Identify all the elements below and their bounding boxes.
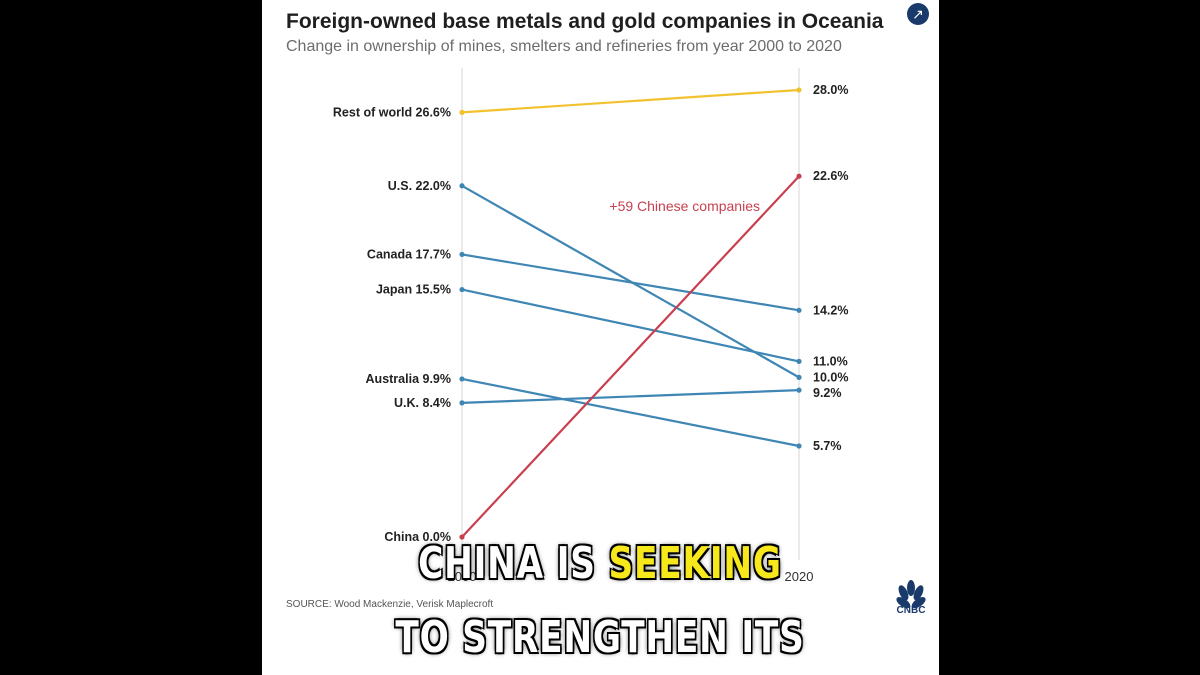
series-line (461, 175, 800, 538)
series-point (796, 173, 802, 179)
series-line (461, 88, 800, 114)
series-point (796, 358, 802, 364)
series-point (459, 286, 465, 293)
caption-text: CHINA IS (418, 538, 596, 589)
series-left-label: Canada 17.7% (367, 247, 451, 261)
series-right-label: 11.0% (813, 354, 848, 368)
series-left-label: China 0.0% (384, 530, 451, 544)
series-line (461, 389, 800, 404)
series-right-label: 28.0% (813, 83, 848, 97)
source-note: SOURCE: Wood Mackenzie, Verisk Maplecrof… (286, 599, 494, 610)
expand-button[interactable]: ↗ (907, 3, 929, 25)
series-line (461, 288, 800, 363)
series-left-label: Japan 15.5% (376, 283, 451, 297)
series-point (459, 251, 465, 258)
chart-panel: Foreign-owned base metals and gold compa… (262, 0, 939, 675)
series-line (461, 253, 800, 312)
series-left-label: U.K. 8.4% (394, 396, 451, 410)
cnbc-peacock-logo: CNBC (896, 580, 926, 614)
series-point (796, 87, 802, 93)
slope-chart: 2000 2020 Rest of world 26.6% 28.0% U.S. 22.… (333, 68, 848, 584)
series-left-label: Rest of world 26.6% (333, 105, 451, 119)
chart-subtitle: Change in ownership of mines, smelters a… (286, 38, 842, 55)
series-point (459, 376, 465, 382)
series-right-label: 14.2% (813, 303, 848, 317)
chart-annotation: +59 Chinese companies (609, 198, 760, 214)
series-point (459, 534, 465, 540)
series-point (796, 443, 802, 449)
logo-text: CNBC (897, 605, 926, 614)
series-point (459, 183, 465, 189)
series-point (796, 307, 802, 313)
x-tick-label: 2000 (448, 569, 477, 584)
series-right-label: 5.7% (813, 439, 842, 453)
caption-highlight: SEEKING (608, 538, 782, 589)
chart-title: Foreign-owned base metals and gold compa… (286, 10, 884, 33)
series-right-label: 9.2% (813, 386, 842, 400)
series-left-label: U.S. 22.0% (388, 179, 451, 193)
caption-line-1: CHINA IS SEEKING (132, 538, 1068, 589)
x-tick-label: 2020 (785, 569, 814, 584)
caption-line-2: TO STRENGTHEN ITS (395, 612, 805, 663)
series-point (796, 387, 802, 393)
series-line (461, 377, 800, 448)
expand-arrows-icon: ↗ (912, 6, 924, 22)
series-right-label: 22.6% (813, 169, 848, 183)
series-point (796, 374, 802, 380)
series-point (459, 109, 465, 115)
series-left-label: Australia 9.9% (366, 372, 451, 386)
series-right-label: 10.0% (813, 370, 848, 384)
series-point (459, 400, 465, 406)
